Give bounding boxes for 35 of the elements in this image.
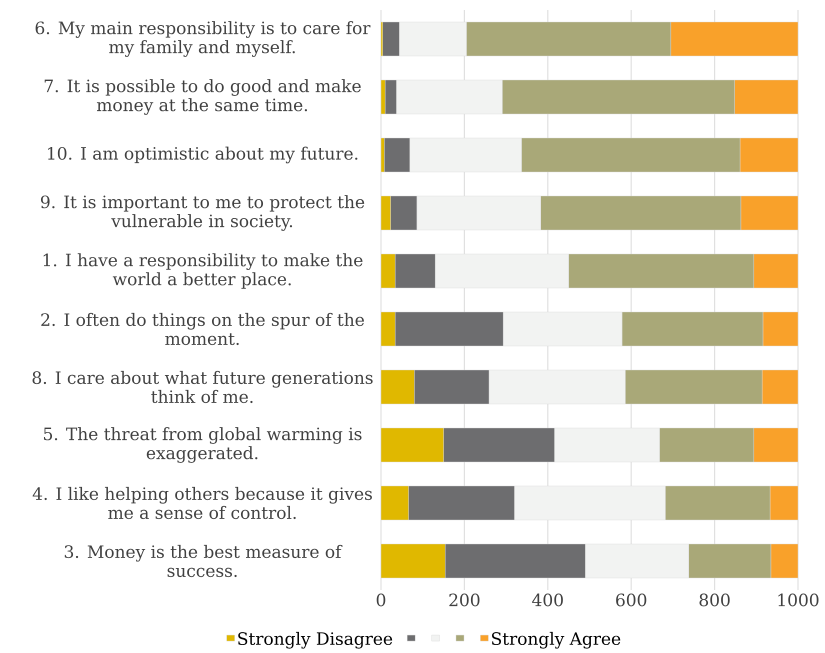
y-tick-label: 4. I like helping others because it gives me a sense of control. <box>32 486 372 520</box>
bar <box>381 312 396 346</box>
bar <box>381 196 391 230</box>
bar <box>754 254 798 288</box>
x-tick-label: 200 <box>449 594 480 606</box>
bar <box>381 486 409 520</box>
bar <box>762 312 798 346</box>
bar <box>381 370 415 404</box>
x-tick-label: 800 <box>700 594 730 606</box>
bar <box>734 80 798 114</box>
bar <box>770 544 798 578</box>
bar <box>740 196 798 230</box>
y-tick-label: 10. I am optimistic about my future. <box>48 146 358 164</box>
bar <box>770 486 798 520</box>
y-tick-label: 8. I care about what future generations think of me. <box>32 370 373 404</box>
bar <box>381 428 444 462</box>
y-tick-label: 6. My main responsibility is to care for my family and myself. <box>36 21 370 57</box>
y-tick-label: 2. I often do things on the spur of the moment. <box>41 312 364 346</box>
x-tick-label: 0 <box>376 594 386 606</box>
legend-label: Strongly Agree <box>492 632 620 649</box>
bar <box>762 370 798 404</box>
x-tick-label: 1000 <box>778 594 818 606</box>
bar <box>381 254 396 288</box>
bar <box>754 428 798 462</box>
bar <box>381 544 446 578</box>
y-tick-label: 1. I have a responsibility to make the world a better place. <box>44 253 362 289</box>
bar <box>740 138 798 172</box>
x-tick-label: 400 <box>532 594 563 606</box>
y-tick-label: 7. It is possible to do good and make money at the same time. <box>44 79 361 115</box>
bar <box>670 22 798 56</box>
y-tick-label: 3. Money is the best measure of success. <box>64 544 342 578</box>
legend-label: Strongly Disagree <box>238 632 392 649</box>
y-tick-label: 9. It is important to me to protect the vulnerable in society. <box>40 195 364 231</box>
x-tick-label: 600 <box>616 594 646 606</box>
y-tick-label: 5. The threat from global warming is exaggerated. <box>44 427 362 463</box>
